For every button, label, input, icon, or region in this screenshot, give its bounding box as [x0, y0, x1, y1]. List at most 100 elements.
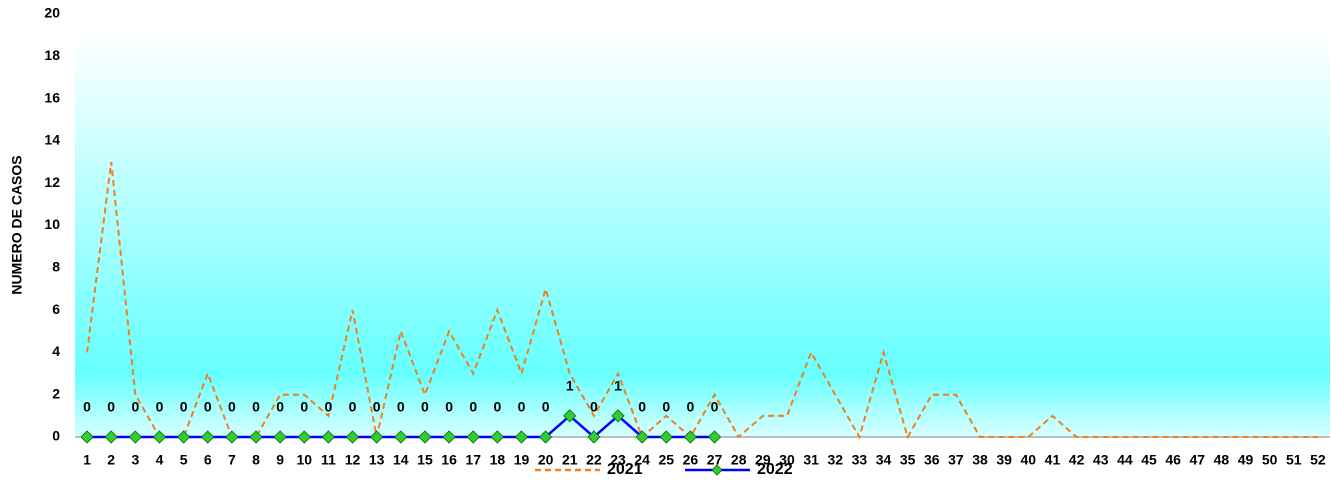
data-label: 0: [180, 399, 188, 415]
x-tick-label: 32: [827, 452, 843, 468]
x-tick-label: 45: [1141, 452, 1157, 468]
x-tick-label: 10: [296, 452, 312, 468]
y-tick-label: 6: [52, 301, 60, 317]
x-tick-label: 5: [180, 452, 188, 468]
x-tick-label: 2: [107, 452, 115, 468]
legend-label: 2022: [757, 461, 793, 478]
point-marker: [225, 430, 239, 444]
x-tick-label: 27: [707, 452, 723, 468]
x-tick-label: 42: [1069, 452, 1085, 468]
x-tick-label: 12: [345, 452, 361, 468]
data-label: 0: [276, 399, 284, 415]
x-tick-label: 43: [1093, 452, 1109, 468]
x-tick-label: 36: [924, 452, 940, 468]
point-marker: [201, 430, 215, 444]
point-marker: [611, 409, 625, 423]
point-marker: [539, 430, 553, 444]
data-label: 0: [83, 399, 91, 415]
point-marker: [514, 430, 529, 444]
data-label: 0: [156, 399, 164, 415]
legend-label: 2021: [607, 461, 643, 478]
plot-area: [75, 14, 1330, 437]
y-tick-label: 10: [44, 216, 60, 232]
data-label: 0: [252, 399, 260, 415]
data-label: 0: [687, 399, 695, 415]
x-tick-label: 33: [852, 452, 868, 468]
data-label: 0: [300, 399, 308, 415]
x-tick-label: 7: [228, 452, 236, 468]
data-label: 0: [662, 399, 670, 415]
x-tick-label: 25: [659, 452, 675, 468]
point-marker: [466, 430, 480, 444]
data-label: 0: [590, 399, 598, 415]
point-marker: [442, 430, 456, 444]
x-tick-label: 34: [876, 452, 892, 468]
x-tick-label: 9: [276, 452, 284, 468]
x-tick-label: 3: [131, 452, 139, 468]
data-label: 0: [421, 399, 429, 415]
point-marker: [152, 430, 167, 444]
y-tick-label: 14: [44, 132, 60, 148]
point-marker: [708, 430, 722, 444]
point-marker: [104, 430, 118, 444]
x-tick-label: 20: [538, 452, 554, 468]
x-tick-label: 49: [1238, 452, 1254, 468]
data-label: 1: [614, 378, 622, 394]
x-tick-label: 39: [996, 452, 1012, 468]
point-marker: [394, 430, 408, 444]
x-tick-label: 47: [1189, 452, 1205, 468]
data-label: 0: [638, 399, 646, 415]
point-marker: [177, 430, 191, 444]
point-marker: [587, 430, 601, 444]
x-tick-label: 14: [393, 452, 409, 468]
point-marker: [418, 430, 432, 444]
point-marker: [273, 430, 287, 444]
x-tick-label: 21: [562, 452, 578, 468]
data-label: 0: [349, 399, 357, 415]
data-label: 0: [107, 399, 115, 415]
data-label: 0: [711, 399, 719, 415]
x-tick-label: 51: [1286, 452, 1302, 468]
x-tick-label: 30: [779, 452, 795, 468]
x-tick-label: 29: [755, 452, 771, 468]
point-marker: [370, 430, 384, 444]
y-tick-label: 4: [52, 343, 60, 359]
y-tick-label: 16: [44, 89, 60, 105]
x-tick-label: 4: [156, 452, 164, 468]
x-tick-label: 13: [369, 452, 385, 468]
x-tick-label: 40: [1021, 452, 1037, 468]
x-tick-label: 1: [83, 452, 91, 468]
point-marker: [128, 430, 142, 444]
x-tick-label: 16: [441, 452, 457, 468]
data-label: 0: [397, 399, 405, 415]
x-tick-label: 44: [1117, 452, 1133, 468]
data-label: 0: [373, 399, 381, 415]
x-tick-label: 37: [948, 452, 964, 468]
point-marker: [297, 430, 311, 444]
point-marker: [80, 430, 94, 444]
x-tick-label: 48: [1214, 452, 1230, 468]
point-marker: [321, 430, 335, 444]
x-tick-label: 46: [1165, 452, 1181, 468]
point-marker: [563, 409, 577, 423]
x-tick-label: 35: [900, 452, 916, 468]
x-tick-label: 18: [490, 452, 506, 468]
data-label: 1: [566, 378, 574, 394]
data-label: 0: [325, 399, 333, 415]
x-tick-label: 6: [204, 452, 212, 468]
y-tick-label: 18: [44, 47, 60, 63]
x-tick-label: 8: [252, 452, 260, 468]
y-tick-label: 8: [52, 259, 60, 275]
point-marker: [345, 430, 360, 444]
x-tick-label: 17: [465, 452, 481, 468]
point-marker: [683, 430, 697, 444]
data-label: 0: [542, 399, 550, 415]
y-tick-label: 0: [52, 428, 60, 444]
x-tick-label: 15: [417, 452, 433, 468]
data-label: 0: [445, 399, 453, 415]
point-marker: [635, 430, 649, 444]
data-label: 0: [228, 399, 236, 415]
x-tick-label: 23: [610, 452, 626, 468]
x-tick-label: 52: [1310, 452, 1326, 468]
